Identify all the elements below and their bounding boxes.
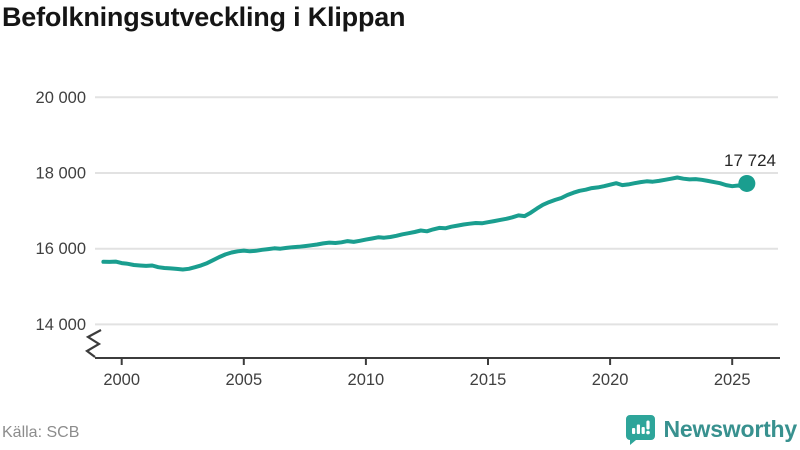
x-tick-label: 2020 [592,371,629,389]
x-tick-label: 2025 [714,371,751,389]
latest-value-dot [738,174,756,192]
bar-small [631,428,635,434]
speech-bubble-shape [625,415,655,445]
x-tick-label: 2005 [225,371,262,389]
bar-tall [641,427,645,434]
y-tick-label: 16 000 [36,240,86,258]
exclamation-bar [645,420,650,430]
x-tick-label: 2015 [470,371,507,389]
source-note: Källa: SCB [2,424,80,441]
y-tick-label: 18 000 [36,165,86,183]
chart-title: Befolkningsutveckling i Klippan [2,2,406,32]
population-series-line [101,175,749,272]
x-tick-label: 2000 [103,371,140,389]
x-tick-label: 2010 [348,371,385,389]
bar-chart-speech-bubble-icon [625,415,655,445]
exclamation-dot [645,430,650,435]
y-tick-label: 14 000 [36,316,86,334]
newsworthy-wordmark: Newsworthy [663,416,798,442]
latest-value-label: 17 724 [724,151,776,170]
y-tick-label: 20 000 [36,89,86,107]
bar-medium [636,424,640,434]
newsworthy-logo[interactable]: Newsworthy [625,414,797,445]
axis-break-squiggle [85,329,102,358]
